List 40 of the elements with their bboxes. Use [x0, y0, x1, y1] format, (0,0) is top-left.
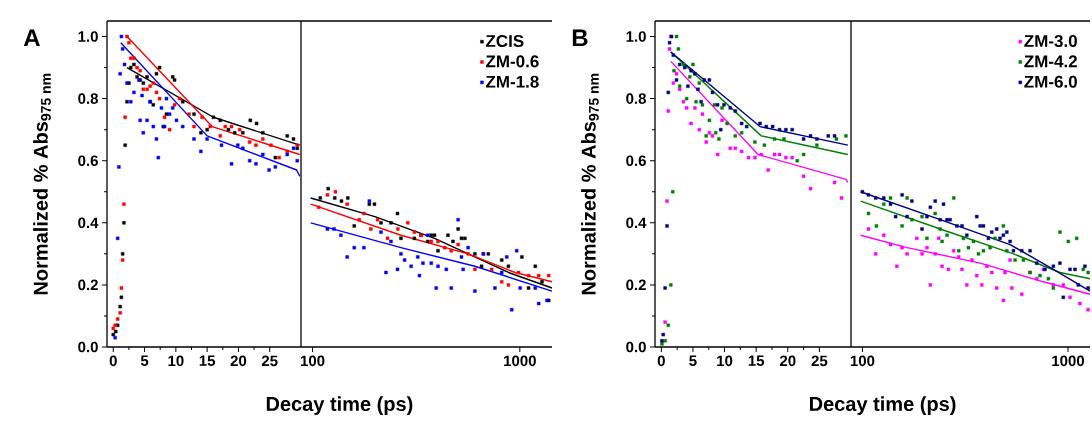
legend-label: ZM-3.0: [1024, 34, 1077, 48]
y-axis-title: Normalized % Abs$_{975 nm}$: [581, 73, 599, 295]
legend-label: ZM-6.0: [1024, 75, 1077, 88]
x-tick-label: 15: [199, 355, 216, 366]
legend-label: ZM-0.6: [485, 55, 539, 68]
legend-label: ZM-4.2: [1024, 55, 1077, 68]
y-tick-label: 1.0: [78, 31, 98, 42]
x-tick-label: 20: [230, 355, 247, 367]
y-tick-label: 0.0: [626, 341, 646, 353]
x-tick-label: 0: [657, 355, 665, 367]
y-tick-label: 0.4: [78, 217, 99, 229]
x-tick-label: 25: [261, 355, 278, 367]
x-axis-title: Decay time (ps): [266, 396, 413, 416]
legend-label: ZM-1.8: [485, 75, 539, 88]
x-tick-label: 1000: [1052, 355, 1085, 367]
x-tick-label: 100: [300, 355, 325, 367]
y-tick-label: 0.0: [78, 341, 98, 353]
chart-title: B: [572, 29, 588, 47]
y-tick-label: 0.2: [78, 279, 98, 291]
chart-title: A: [23, 29, 40, 47]
x-tick-label: 1000: [504, 355, 536, 367]
x-tick-label: 5: [689, 355, 697, 366]
x-tick-label: 15: [748, 355, 765, 366]
y-tick-label: 0.2: [626, 279, 646, 291]
y-tick-label: 1.0: [626, 31, 646, 42]
x-tick-label: 25: [811, 355, 828, 367]
x-tick-label: 100: [850, 355, 875, 367]
y-tick-label: 0.4: [626, 217, 647, 229]
y-tick-label: 0.8: [626, 93, 646, 104]
x-tick-label: 20: [779, 355, 796, 367]
x-tick-label: 5: [140, 355, 149, 366]
legend-label: ZCIS: [485, 34, 524, 48]
x-tick-label: 0: [109, 355, 117, 367]
y-tick-label: 0.6: [78, 155, 98, 167]
y-axis-title: Normalized % Abs$_{975 nm}$: [33, 73, 51, 295]
x-tick-label: 10: [717, 355, 733, 367]
y-tick-label: 0.6: [626, 155, 646, 167]
x-axis-title: Decay time (ps): [809, 396, 956, 416]
x-tick-label: 10: [168, 355, 184, 367]
y-tick-label: 0.8: [78, 93, 98, 104]
